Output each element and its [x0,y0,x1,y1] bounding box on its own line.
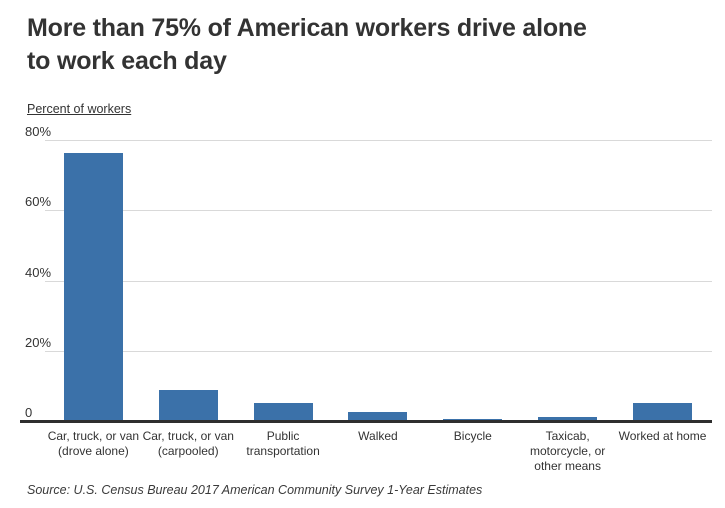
y-tick-label: 20% [25,334,52,350]
bar [348,411,408,421]
y-tick-label: 80% [25,124,52,139]
x-category-label: Car, truck, or van (carpooled) [142,429,234,458]
x-category-label: Worked at home [618,429,707,443]
gridline [45,350,712,352]
y-tick-label: 60% [25,194,52,210]
gridline [45,280,712,282]
bar [63,152,123,421]
x-category-label: Bicycle [453,429,492,443]
y-tick-label: 0 [25,405,33,420]
chart-title-line-2: to work each day [27,47,227,75]
x-category-label: Car, truck, or van (drove alone) [47,429,140,458]
bar-chart: 80% 60% 40% 20% 0 Car, truck, or van (drove a… [20,124,712,473]
x-category-label: Taxicab, motorcycle, or other means [529,429,606,473]
bar [538,416,598,421]
x-axis-line [20,420,712,423]
bar [253,403,313,421]
bar [158,389,218,421]
chart-title: More than 75% of American workers drive … [27,12,707,78]
gridline [45,140,712,141]
bar [633,402,692,421]
gridline [45,210,712,212]
chart-title-line-1: More than 75% of American workers drive … [27,14,587,42]
y-axis-title: Percent of workers [27,102,132,116]
x-category-label: Public transportation [246,429,320,458]
x-category-label: Walked [358,429,398,443]
source-note: Source: U.S. Census Bureau 2017 American… [27,483,483,497]
y-tick-label: 40% [25,264,52,280]
